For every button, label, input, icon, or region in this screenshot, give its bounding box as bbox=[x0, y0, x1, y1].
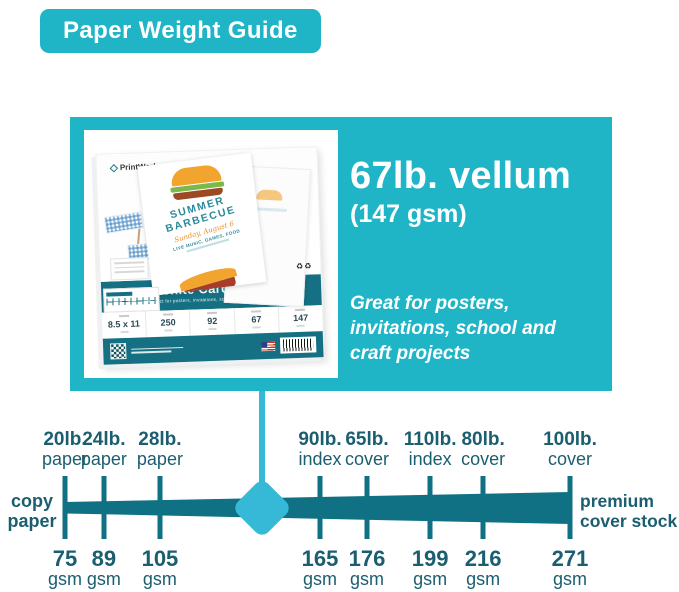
highlight-text-block: 67lb. vellum (147 gsm) Great for posters… bbox=[350, 155, 600, 366]
scale-tick bbox=[62, 476, 68, 539]
weight-lb: 110lb. bbox=[403, 429, 457, 450]
scale-tick bbox=[567, 476, 573, 539]
weight-lb: 24lb. bbox=[82, 429, 126, 450]
scale-right-label: premium cover stock bbox=[580, 491, 678, 531]
scale-left-label: copy paper bbox=[2, 491, 62, 531]
weight-type: cover bbox=[547, 449, 592, 470]
highlight-card: PrintWorks bbox=[70, 117, 612, 391]
weight-label: 100lb. cover bbox=[543, 429, 597, 470]
weight-label: 110lb. index bbox=[403, 429, 457, 470]
weight-lb: 20lb. bbox=[43, 429, 87, 450]
weight-scale: 20lb. paper 75 gsm 24lb. paper 89 gsm 28lb. paper… bbox=[42, 0, 597, 592]
weight-label: 20lb. paper bbox=[41, 429, 89, 470]
product-image-panel: PrintWorks bbox=[84, 130, 338, 378]
gsm-unit: gsm bbox=[303, 569, 338, 590]
scale-tick bbox=[427, 476, 433, 539]
scale-tick bbox=[157, 476, 163, 539]
scale-right-label-line: premium bbox=[580, 491, 654, 511]
gsm-value: 271 bbox=[551, 546, 589, 571]
gsm-value: 105 bbox=[141, 546, 179, 571]
scale-bar bbox=[65, 492, 570, 524]
weight-lb: 28lb. bbox=[138, 429, 182, 450]
gsm-unit: gsm bbox=[47, 569, 83, 590]
gsm-label: 89 gsm bbox=[87, 547, 121, 589]
weight-type: index bbox=[408, 449, 452, 470]
gsm-unit: gsm bbox=[552, 569, 587, 590]
current-weight-marker bbox=[231, 477, 305, 551]
weight-type: index bbox=[298, 449, 342, 470]
scale-tick bbox=[317, 476, 323, 539]
weight-label: 90lb. index bbox=[298, 429, 342, 470]
gsm-label: 165 gsm bbox=[302, 547, 339, 589]
description-line: Great for posters, bbox=[350, 293, 510, 314]
gsm-value: 199 bbox=[411, 546, 449, 571]
gsm-label: 105 gsm bbox=[142, 547, 179, 589]
description-line: craft projects bbox=[350, 343, 471, 365]
page-title-badge: Paper Weight Guide bbox=[40, 9, 321, 53]
weight-type: paper bbox=[136, 449, 183, 470]
weight-lb: 90lb. bbox=[298, 429, 342, 450]
gsm-label: 216 gsm bbox=[465, 547, 502, 589]
scale-left-label-line: copy bbox=[10, 491, 53, 511]
weight-label: 65lb. cover bbox=[344, 429, 389, 470]
gsm-value: 176 bbox=[348, 546, 386, 571]
gsm-value: 89 bbox=[91, 546, 117, 571]
marker-connector-line bbox=[258, 391, 265, 503]
scale-right-label-line: cover stock bbox=[580, 510, 678, 531]
gsm-unit: gsm bbox=[86, 569, 121, 590]
scale-tick bbox=[480, 476, 486, 539]
weight-type: paper bbox=[41, 449, 89, 470]
gsm-unit: gsm bbox=[466, 569, 501, 590]
gsm-label: 75 gsm bbox=[48, 547, 82, 589]
weight-label: 28lb. paper bbox=[136, 429, 183, 470]
description-line: invitations, school and bbox=[350, 318, 556, 340]
gsm-unit: gsm bbox=[349, 569, 384, 590]
weight-title: 67lb. vellum bbox=[350, 155, 572, 197]
page-title: Paper Weight Guide bbox=[63, 17, 298, 44]
weight-label: 80lb. cover bbox=[461, 429, 506, 470]
gsm-value: 165 bbox=[301, 546, 339, 571]
scale-left-label-line: paper bbox=[7, 511, 57, 532]
diamond-marker-icon bbox=[231, 477, 293, 539]
highlight-description: Great for posters, invitations, school an… bbox=[350, 291, 600, 366]
gsm-value: 216 bbox=[464, 546, 502, 571]
weight-label: 24lb. paper bbox=[80, 429, 127, 470]
weight-type: cover bbox=[461, 449, 506, 470]
weight-type: paper bbox=[80, 449, 127, 470]
gsm-label: 271 gsm bbox=[552, 547, 589, 589]
gsm-label: 199 gsm bbox=[412, 547, 449, 589]
gsm-label: 176 gsm bbox=[349, 547, 386, 589]
gsm-unit: gsm bbox=[413, 569, 448, 590]
gsm-value: 75 bbox=[52, 546, 78, 571]
scale-tick bbox=[364, 476, 370, 539]
weight-lb: 80lb. bbox=[461, 429, 505, 450]
weight-subtitle: (147 gsm) bbox=[350, 200, 467, 228]
weight-lb: 100lb. bbox=[543, 429, 597, 450]
weight-lb: 65lb. bbox=[345, 429, 389, 450]
scale-tick bbox=[101, 476, 107, 539]
gsm-unit: gsm bbox=[142, 569, 177, 590]
weight-type: cover bbox=[344, 449, 389, 470]
